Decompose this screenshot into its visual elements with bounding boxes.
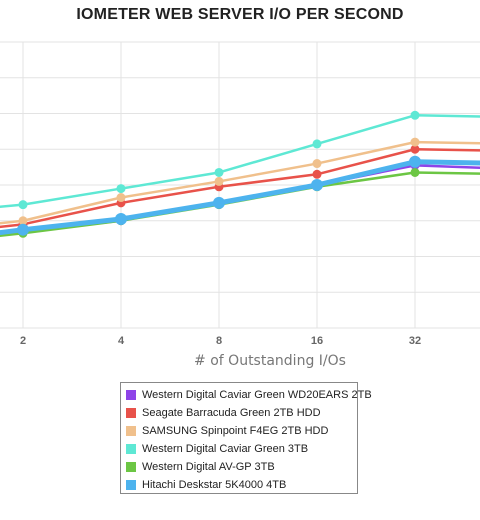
legend-item: Western Digital Caviar Green WD20EARS 2T… [126,386,372,404]
data-point [410,110,420,120]
data-point [312,169,322,179]
data-point [18,216,28,226]
x-axis-label: # of Outstanding I/Os [194,353,346,369]
legend-item: Hitachi Deskstar 5K4000 4TB [126,476,357,494]
legend-label: Western Digital Caviar Green 3TB [142,443,309,455]
legend-label: Seagate Barracuda Green 2TB HDD [142,407,321,419]
data-point [312,159,322,169]
legend-swatch [126,390,136,400]
data-point [214,176,224,186]
data-point [410,167,420,177]
legend-label: SAMSUNG Spinpoint F4EG 2TB HDD [142,425,329,437]
legend-item: SAMSUNG Spinpoint F4EG 2TB HDD [126,422,357,440]
legend-swatch [126,462,136,472]
grid-lines [0,41,480,329]
data-point [410,137,420,147]
series-line [0,140,480,225]
legend-label: Western Digital Caviar Green WD20EARS 2T… [142,389,372,401]
data-point [214,167,224,177]
data-point [213,196,225,209]
x-axis-ticks: 2 4 8 16 32 [20,335,421,347]
legend-item: Western Digital Caviar Green 3TB [126,440,357,458]
data-point [311,179,323,191]
series-lines [0,114,480,238]
data-point [409,155,421,168]
x-tick-label: 4 [118,335,125,347]
legend-label: Western Digital AV-GP 3TB [142,461,275,473]
legend-swatch [126,480,136,490]
legend-item: Western Digital AV-GP 3TB [126,458,357,476]
line-chart: 2 4 8 16 32 # of Outstanding I/Os [0,41,480,369]
chart-title: IOMETER WEB SERVER I/O PER SECOND [76,6,404,23]
data-point [17,223,29,236]
legend: Western Digital Caviar Green WD20EARS 2T… [120,382,372,494]
data-point [18,200,28,210]
x-tick-label: 16 [311,335,323,347]
legend-item: Seagate Barracuda Green 2TB HDD [126,404,357,422]
x-tick-label: 8 [216,335,222,347]
legend-swatch [126,444,136,454]
legend-label: Hitachi Deskstar 5K4000 4TB [142,479,287,491]
data-point [410,144,420,154]
series-points [17,110,421,238]
x-tick-label: 2 [20,335,26,347]
legend-swatch [126,426,136,436]
data-point [116,193,126,203]
legend-swatch [126,408,136,418]
data-point [312,139,322,149]
data-point [115,212,127,225]
data-point [116,184,126,194]
x-tick-label: 32 [409,335,421,347]
